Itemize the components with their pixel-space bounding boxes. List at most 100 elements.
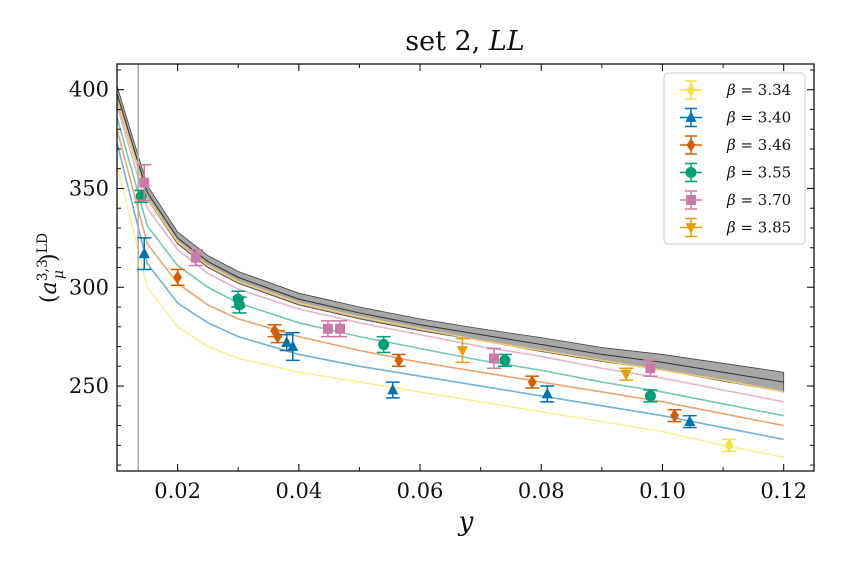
y-axis-label-paren-close: ) [37,253,62,262]
marker [684,415,696,427]
marker [620,369,632,381]
y-axis-label-sup: 3,3 [35,259,51,281]
data-point-series-4-0 [137,164,152,202]
marker [138,247,150,259]
marker [645,363,656,374]
legend-label-value: 3.34 [758,81,791,99]
legend-box [663,72,806,245]
chart-title-italic: LL [488,26,525,57]
data-point-series-1-2 [285,331,300,362]
data-point-series-4-1 [188,248,203,267]
legend-label: β = 3.40 [726,109,791,127]
y-axis-label-a: a [37,281,62,294]
data-point-series-1-0 [137,237,152,271]
x-tick-label: 0.04 [275,479,322,503]
svg-text:(a3,3μ)LD: (a3,3μ)LD [35,233,67,303]
legend-marker [685,111,697,122]
marker [139,177,150,188]
data-point-series-3-3 [376,335,391,354]
marker [387,383,399,395]
data-point-series-4-5 [643,359,658,377]
data-point-series-2-5 [667,408,682,423]
legend-marker [685,223,697,234]
data-point-series-4-2 [320,320,335,338]
marker [233,299,245,311]
legend-label-value: 3.40 [758,109,791,127]
marker [456,346,468,357]
y-tick-label: 300 [69,275,109,299]
legend-marker [686,138,696,152]
legend-marker [685,167,697,178]
legend-label-value: 3.55 [758,164,791,182]
data-point-series-3-5 [643,389,658,403]
marker [541,387,553,399]
marker [287,340,299,351]
marker [273,329,283,344]
legend-label: β = 3.70 [726,191,791,209]
fit-band [117,85,785,393]
y-tick-label: 400 [69,78,109,102]
legend-label-value: 3.70 [758,191,791,209]
y-axis-label-paren-open: ( [37,295,62,304]
legend-marker [686,195,696,205]
legend-entry-0: β = 3.34 [680,80,791,100]
fit-curve-series-0 [117,164,784,458]
legend: β = 3.34β = 3.40β = 3.46β = 3.55β = 3.70… [663,72,806,245]
marker [644,390,656,402]
chart-title-plain: set 2, [405,26,489,57]
data-point-series-1-4 [540,385,555,403]
chart-title: set 2, LL [405,26,524,57]
y-axis-label: (a3,3μ)LD [35,233,67,303]
data-point-series-5-0 [455,337,470,364]
x-tick-label: 0.12 [760,479,807,503]
marker [394,353,404,368]
legend-entry-3: β = 3.55 [680,162,791,183]
marker [724,438,734,453]
data-point-series-2-2 [270,329,285,344]
y-tick-label: 350 [69,176,109,200]
y-axis-label-sub: μ [51,270,67,279]
legend-label-prefix: β = [726,219,758,237]
y-tick-label: 250 [69,374,109,398]
ticks-layer: 0.02 0.04 0.06 0.08 0.10 0.12 250 300 350 400 [69,64,814,503]
data-point-series-1-3 [385,381,400,399]
marker [527,375,537,389]
marker [378,339,390,351]
legend-label: β = 3.85 [726,219,791,237]
legend-entry-5: β = 3.85 [680,217,791,238]
marker [499,354,511,366]
x-tick-label: 0.08 [518,479,565,503]
data-point-series-0-0 [722,438,737,453]
data-point-series-4-4 [486,347,501,370]
marker [670,408,679,423]
marker [489,353,499,364]
legend-entry-1: β = 3.40 [680,107,791,128]
legend-label-value: 3.46 [758,136,791,154]
data-point-series-1-5 [682,414,697,429]
legend-label-prefix: β = [726,109,758,127]
data-point-series-2-0 [170,268,185,287]
legend-entry-2: β = 3.46 [680,135,791,155]
marker [173,270,183,285]
legend-label: β = 3.55 [726,164,791,182]
data-point-series-2-3 [391,353,406,368]
data-points-layer [134,164,737,453]
marker [335,323,345,334]
marker [281,336,293,347]
legend-label-prefix: β = [726,164,758,182]
x-tick-label: 0.10 [639,479,686,503]
fit-curve-series-1 [117,142,784,441]
x-tick-label: 0.02 [154,479,201,503]
legend-marker [686,83,696,97]
marker [322,323,333,334]
marker [190,252,201,263]
data-point-series-2-4 [525,375,540,389]
legend-label-prefix: β = [726,81,758,99]
data-point-series-1-1 [279,333,294,352]
legend-label: β = 3.34 [726,81,791,99]
legend-label-prefix: β = [726,136,758,154]
legend-label: β = 3.46 [726,136,791,154]
x-tick-label: 0.06 [397,479,444,503]
data-point-series-3-2 [232,296,247,314]
